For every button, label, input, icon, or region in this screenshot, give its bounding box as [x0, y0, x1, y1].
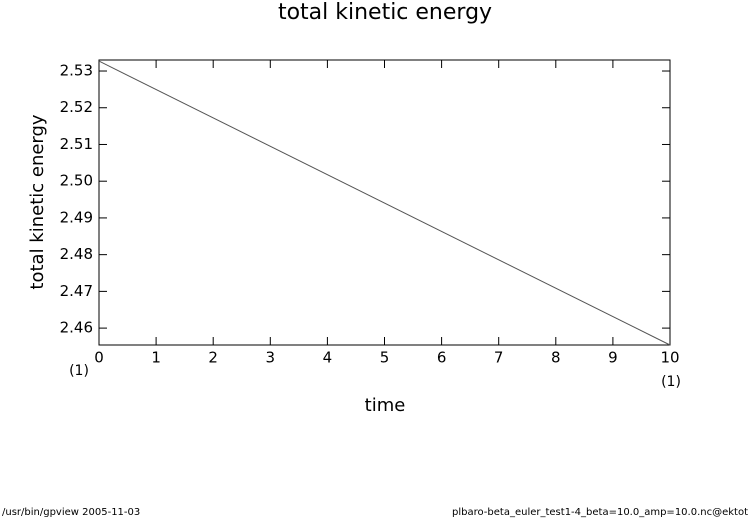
x-unit-label: (1)	[661, 374, 681, 390]
x-tick-label: 4	[323, 349, 333, 367]
y-tick-label: 2.50	[60, 172, 93, 190]
footer: plbaro-beta_euler_test1-4_beta=10.0_amp=…	[452, 507, 748, 518]
y-tick-label: 2.49	[60, 208, 93, 226]
x-tick-label: 1	[151, 349, 161, 367]
x-tick-label: 2	[208, 349, 218, 367]
chart-title: total kinetic energy	[278, 0, 492, 25]
y-tick-label: 2.53	[60, 62, 93, 80]
y-tick-label: 2.46	[60, 319, 93, 337]
x-tick-label: 7	[494, 349, 504, 367]
x-tick-label: 9	[608, 349, 618, 367]
footer: /usr/bin/gpview 2005-11-03	[2, 507, 140, 518]
x-tick-label: 6	[437, 349, 447, 367]
y-axis-label: total kinetic energy	[27, 114, 48, 290]
y-tick-label: 2.51	[60, 135, 93, 153]
x-unit-label: (1)	[69, 363, 89, 379]
data-line	[98, 60, 671, 346]
y-tick-label: 2.52	[60, 98, 93, 116]
x-tick-label: 5	[380, 349, 390, 367]
x-axis-label: time	[365, 395, 406, 416]
x-tick-label: 0	[94, 349, 104, 367]
x-tick-label: 3	[266, 349, 276, 367]
x-tick-label: 8	[551, 349, 561, 367]
x-tick-label: 10	[660, 349, 679, 367]
y-tick-label: 2.48	[60, 245, 93, 263]
y-tick-label: 2.47	[60, 282, 93, 300]
